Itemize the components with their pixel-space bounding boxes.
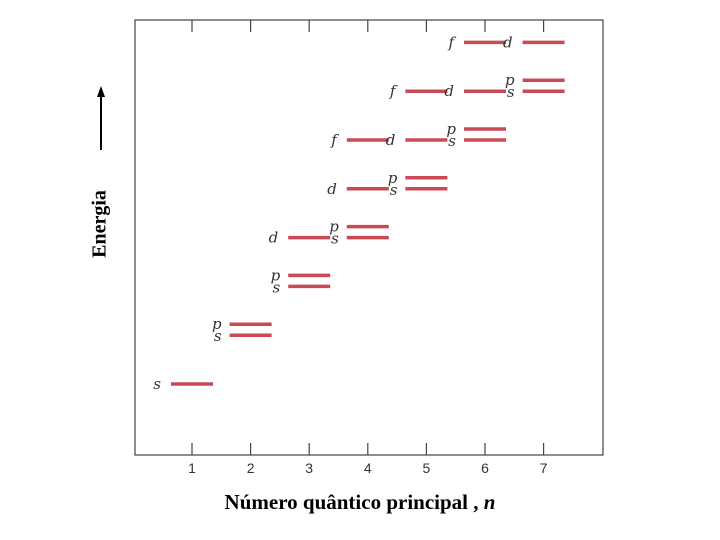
level-label-3p: p [271, 266, 281, 284]
tick-label-2: 2 [247, 460, 255, 476]
level-label-4p: p [329, 218, 339, 236]
x-axis-variable: n [483, 490, 496, 514]
level-label-5d: d [386, 131, 396, 149]
level-label-7d: d [503, 33, 513, 51]
tick-label-7: 7 [540, 460, 548, 476]
level-label-5s: s [390, 181, 398, 199]
level-label-6p: p [446, 120, 456, 138]
level-label-4d: d [327, 180, 337, 198]
level-label-7p: p [505, 71, 515, 89]
level-label-4f: f [330, 131, 339, 149]
level-label-4s: s [331, 230, 339, 248]
x-axis-label-separator: , [468, 490, 484, 514]
y-axis-label: Energia [88, 190, 111, 258]
tick-label-6: 6 [481, 460, 489, 476]
plot-frame [134, 19, 604, 456]
level-label-7s: s [507, 83, 515, 101]
x-axis-title: Número quântico principal , n [0, 490, 720, 515]
level-label-5p: p [388, 169, 398, 187]
level-label-3s: s [272, 278, 280, 296]
level-label-6f: f [447, 33, 456, 51]
level-label-6s: s [448, 132, 456, 150]
level-label-3d: d [269, 229, 279, 247]
level-label-5f: f [389, 82, 398, 100]
tick-label-1: 1 [188, 460, 196, 476]
level-label-6d: d [444, 82, 454, 100]
tick-label-5: 5 [423, 460, 431, 476]
x-axis-label: Número quântico principal [224, 490, 469, 514]
energy-arrow [97, 86, 105, 150]
tick-label-4: 4 [364, 460, 372, 476]
tick-label-3: 3 [305, 460, 313, 476]
tick-group: 1 2 3 4 5 6 7 [188, 20, 548, 476]
level-label-1s: s [153, 375, 161, 393]
level-label-2s: s [214, 327, 222, 345]
level-label-2p: p [212, 315, 222, 333]
